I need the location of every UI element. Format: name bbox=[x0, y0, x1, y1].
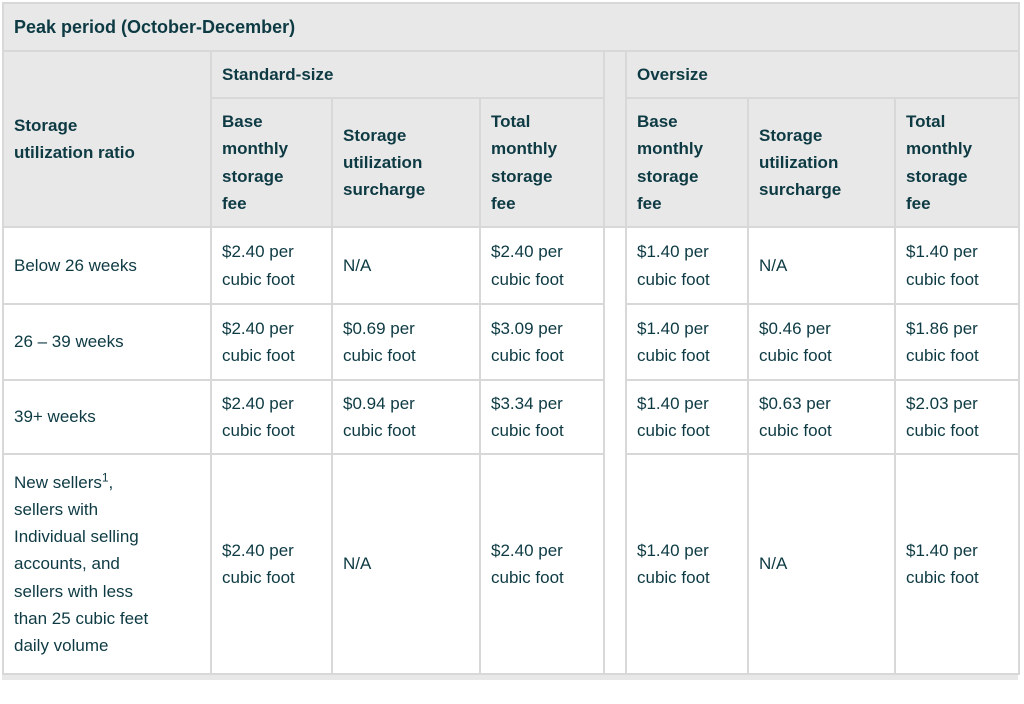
fee-cell: N/A bbox=[747, 226, 896, 305]
base-fee-label: Base monthly storage fee bbox=[222, 112, 289, 213]
total-fee-label: Total monthly storage fee bbox=[491, 112, 558, 213]
next-section-edge bbox=[2, 675, 1018, 680]
fee-cell: $3.09 per cubic foot bbox=[479, 303, 605, 381]
fee-cell: $2.03 per cubic foot bbox=[893, 379, 1021, 455]
new-sellers-text: New sellers bbox=[14, 472, 102, 492]
fee-cell: $1.86 per cubic foot bbox=[893, 303, 1021, 381]
column-header-surcharge-oversize: Storage utilization surcharge bbox=[747, 97, 896, 228]
storage-fee-table: Peak period (October-December) Storage u… bbox=[1, 2, 1021, 675]
fee-cell: $0.69 per cubic foot bbox=[331, 303, 481, 381]
fee-cell: $1.40 per cubic foot bbox=[893, 453, 1021, 675]
fee-cell: $1.40 per cubic foot bbox=[625, 379, 749, 455]
column-header-total-fee-oversize: Total monthly storage fee bbox=[893, 97, 1021, 228]
group-gap-header bbox=[603, 50, 627, 228]
table-row: Below 26 weeks $2.40 per cubic foot N/A … bbox=[2, 226, 1021, 675]
column-header-total-fee-standard: Total monthly storage fee bbox=[479, 97, 605, 228]
column-header-base-fee-oversize: Base monthly storage fee bbox=[625, 97, 749, 228]
base-fee-label: Base monthly storage fee bbox=[637, 112, 704, 213]
table-title: Peak period (October-December) bbox=[1, 2, 1021, 52]
fee-cell: $2.40 per cubic foot bbox=[210, 453, 333, 675]
group-gap-body bbox=[603, 226, 627, 675]
fee-cell: $2.40 per cubic foot bbox=[210, 226, 333, 305]
fee-cell: $0.63 per cubic foot bbox=[747, 379, 896, 455]
fee-cell: $0.46 per cubic foot bbox=[747, 303, 896, 381]
fee-cell: $3.34 per cubic foot bbox=[479, 379, 605, 455]
row-label-below-26-weeks: Below 26 weeks bbox=[2, 226, 212, 305]
footnote-marker: 1 bbox=[101, 470, 109, 485]
fee-cell: N/A bbox=[331, 226, 481, 305]
column-header-base-fee-standard: Base monthly storage fee bbox=[210, 97, 333, 228]
surcharge-label: Storage utilization surcharge bbox=[759, 125, 842, 200]
table-row: 39+ weeks $2.40 per cubic foot $0.94 per… bbox=[2, 379, 1021, 455]
surcharge-label: Storage utilization surcharge bbox=[343, 125, 426, 200]
column-header-surcharge-standard: Storage utilization surcharge bbox=[331, 97, 481, 228]
fee-cell: $2.40 per cubic foot bbox=[210, 379, 333, 455]
new-sellers-text-continued: , sellers with Individual selling accoun… bbox=[14, 472, 149, 655]
row-label-26-39-weeks: 26 – 39 weeks bbox=[2, 303, 212, 381]
table-row: 26 – 39 weeks $2.40 per cubic foot $0.69… bbox=[2, 303, 1021, 381]
fee-cell: N/A bbox=[747, 453, 896, 675]
row-label-39-plus-weeks: 39+ weeks bbox=[2, 379, 212, 455]
fee-cell: $1.40 per cubic foot bbox=[893, 226, 1021, 305]
fee-cell: N/A bbox=[331, 453, 481, 675]
total-fee-label: Total monthly storage fee bbox=[906, 112, 973, 213]
row-label-new-sellers: New sellers1, sellers with Individual se… bbox=[2, 453, 212, 675]
table-row: New sellers1, sellers with Individual se… bbox=[2, 453, 1021, 675]
group-header-oversize: Oversize bbox=[624, 50, 1021, 99]
fee-cell: $2.40 per cubic foot bbox=[479, 226, 605, 305]
fee-cell: $2.40 per cubic foot bbox=[479, 453, 605, 675]
fee-cell: $2.40 per cubic foot bbox=[210, 303, 333, 381]
group-header-standard-size: Standard-size bbox=[210, 50, 605, 99]
storage-utilization-ratio-label: Storage utilization ratio bbox=[14, 115, 135, 162]
fee-cell: $0.94 per cubic foot bbox=[331, 379, 481, 455]
column-header-storage-utilization-ratio: Storage utilization ratio bbox=[2, 50, 212, 228]
fee-cell: $1.40 per cubic foot bbox=[625, 453, 749, 675]
fee-cell: $1.40 per cubic foot bbox=[625, 303, 749, 381]
fee-cell: $1.40 per cubic foot bbox=[625, 226, 749, 305]
